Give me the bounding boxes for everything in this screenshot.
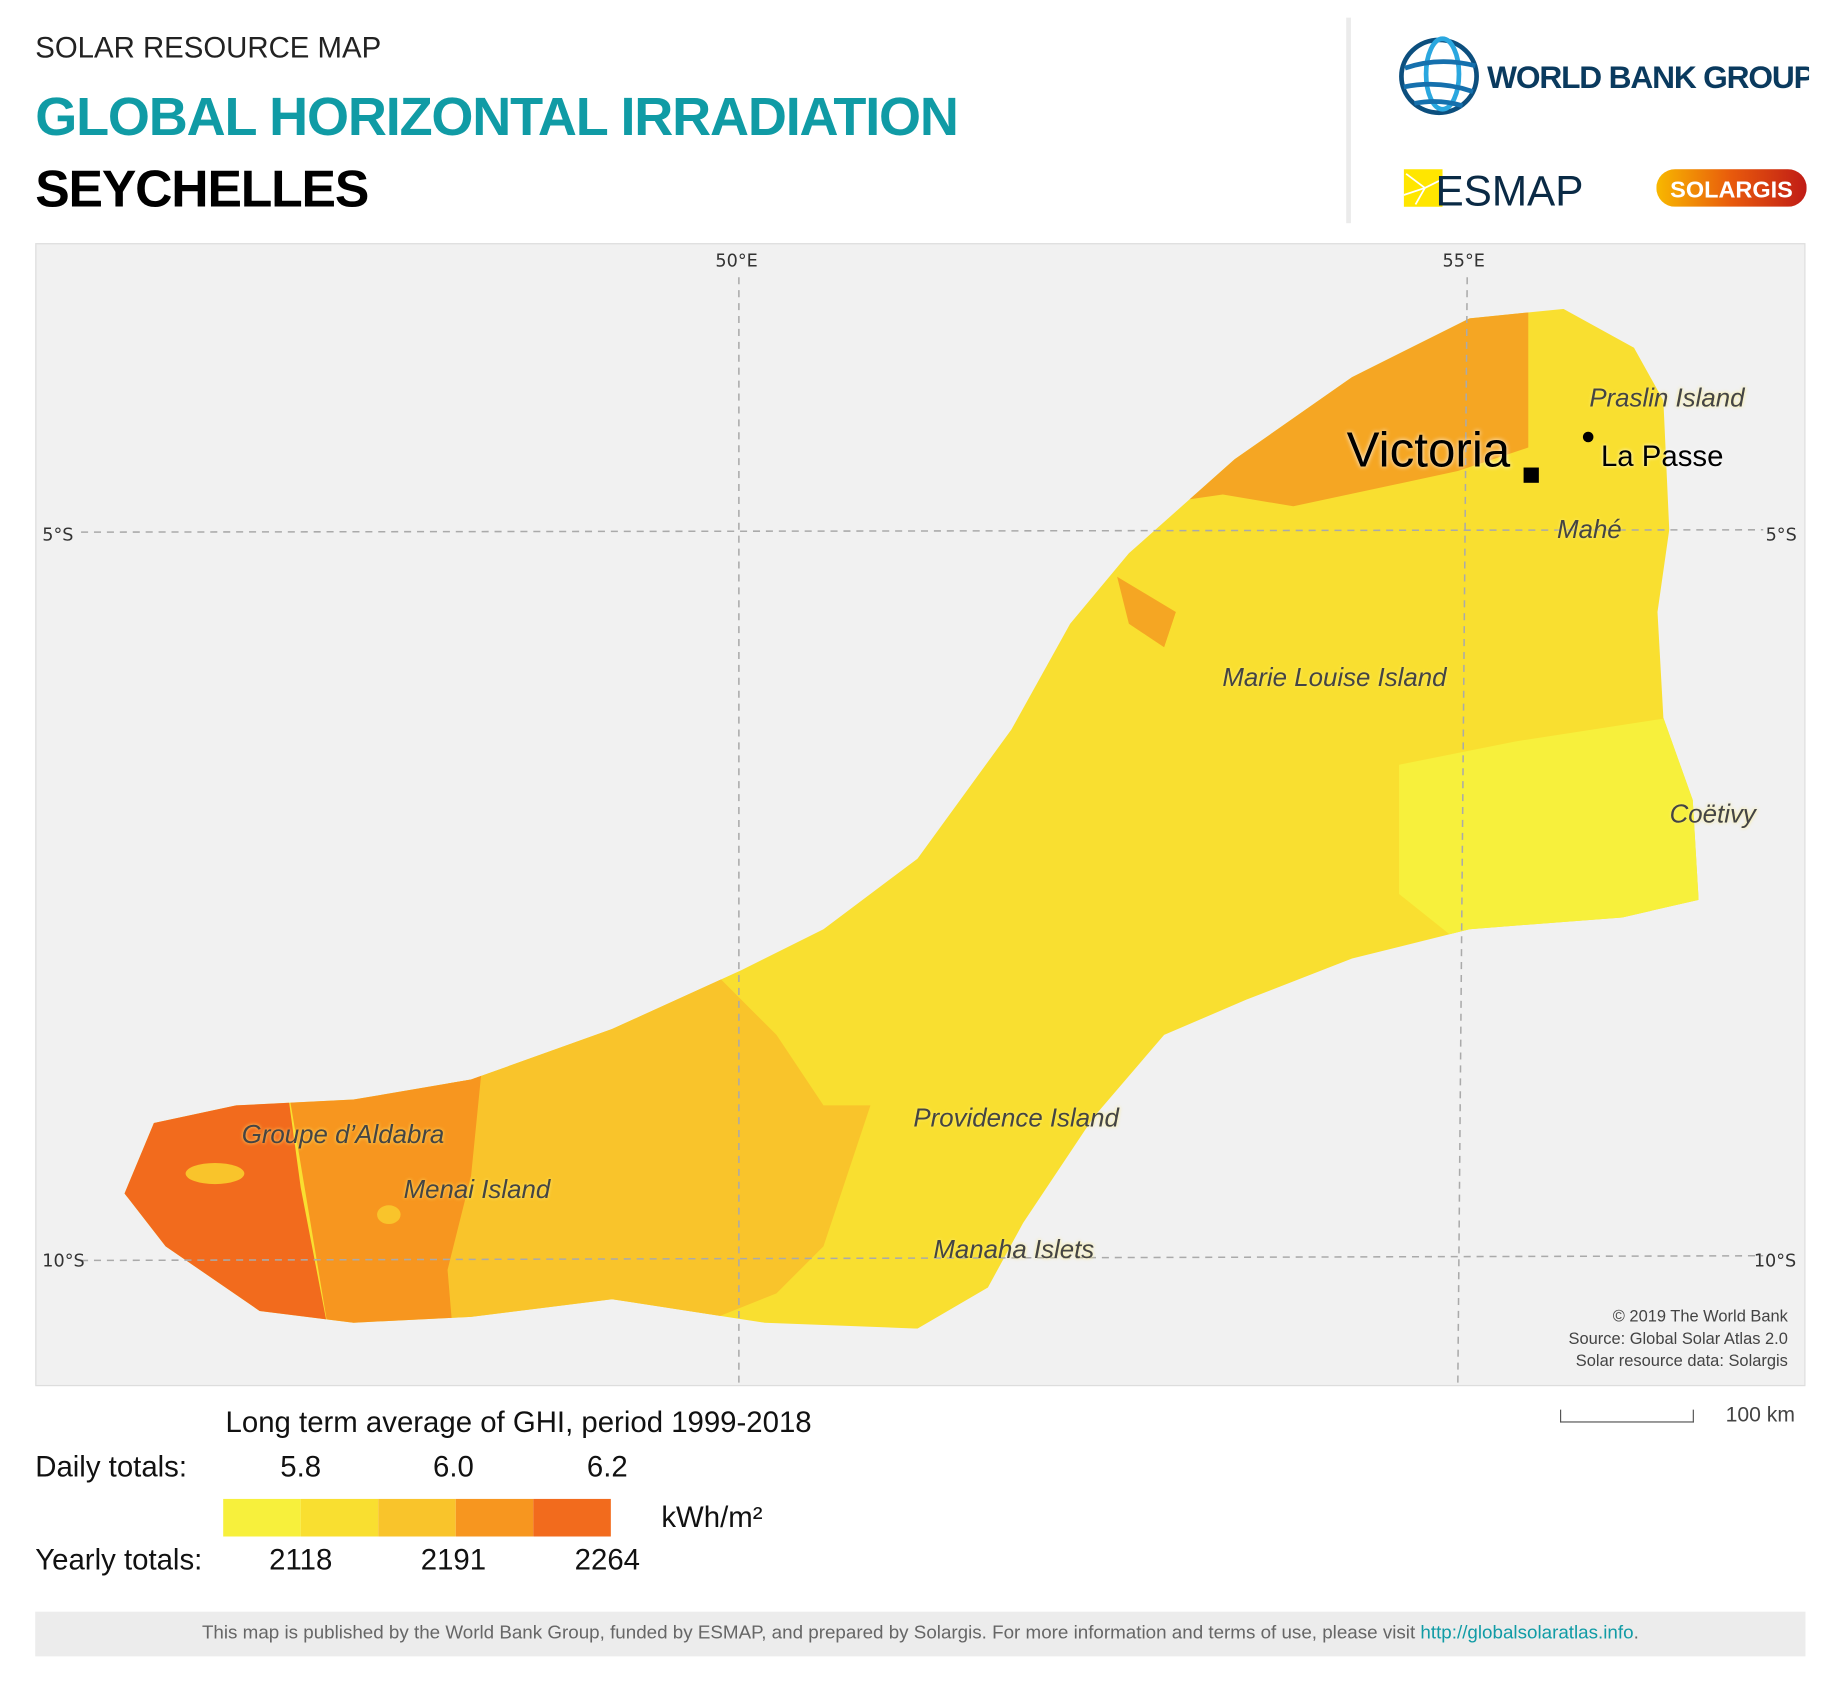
header-divider	[1346, 17, 1351, 224]
atlas-link[interactable]: http://globalsolaratlas.info	[1420, 1623, 1634, 1644]
place-la-passe: La Passe	[1600, 439, 1724, 473]
town-marker	[1582, 431, 1594, 443]
map-title: GLOBAL HORIZONTAL IRRADIATION	[35, 85, 959, 147]
daily-value: 6.2	[586, 1450, 628, 1484]
legend-color-bar	[223, 1498, 611, 1537]
scale-bar	[1560, 1409, 1694, 1423]
yearly-value: 2264	[574, 1543, 640, 1577]
place-manaha: Manaha Islets	[933, 1234, 1095, 1264]
footer-text: This map is published by the World Bank …	[201, 1623, 1421, 1644]
svg-text:SOLARGIS: SOLARGIS	[1670, 176, 1793, 202]
place-aldabra: Groupe d’Aldabra	[241, 1119, 445, 1149]
daily-totals-label: Daily totals:	[35, 1450, 188, 1484]
daily-value: 5.8	[280, 1450, 322, 1484]
legend-swatch	[533, 1498, 611, 1537]
legend-swatch	[300, 1498, 379, 1537]
grid-label-55e: 55°E	[1442, 250, 1485, 272]
attribution-data: Solar resource data: Solargis	[1575, 1350, 1788, 1370]
grid-label-5s-left: 5°S	[42, 523, 74, 546]
grid-label-10s-left: 10°S	[42, 1249, 85, 1272]
legend-unit: kWh/m²	[661, 1501, 763, 1535]
legend-swatch	[223, 1498, 301, 1537]
grid-label-10s-right: 10°S	[1753, 1249, 1797, 1272]
place-mahe: Mahé	[1557, 514, 1622, 544]
country-name: SEYCHELLES	[35, 160, 369, 219]
map-supertitle: SOLAR RESOURCE MAP	[35, 31, 382, 65]
attribution-source: Source: Global Solar Atlas 2.0	[1568, 1328, 1788, 1348]
capital-marker	[1523, 467, 1539, 483]
yearly-value: 2118	[269, 1543, 333, 1577]
svg-text:ESMAP: ESMAP	[1435, 169, 1583, 209]
ghi-raster	[124, 308, 1699, 1329]
graticule	[81, 277, 1764, 1385]
daily-value: 6.0	[433, 1450, 474, 1484]
grid-label-5s-right: 5°S	[1765, 523, 1797, 546]
place-victoria: Victoria	[1346, 421, 1511, 477]
solargis-logo: SOLARGIS	[1656, 169, 1807, 212]
place-praslin: Praslin Island	[1589, 382, 1745, 413]
legend-swatch	[378, 1498, 456, 1537]
yearly-value: 2191	[420, 1543, 487, 1577]
globe-icon: WORLD BANK GROUP	[1399, 36, 1816, 116]
footer: This map is published by the World Bank …	[35, 1611, 1806, 1657]
place-menai: Menai Island	[403, 1174, 551, 1205]
place-coetivy: Coëtivy	[1669, 798, 1756, 829]
place-marie-louise: Marie Louise Island	[1222, 662, 1447, 692]
place-providence: Providence Island	[913, 1103, 1119, 1133]
footer-end: .	[1633, 1623, 1639, 1644]
yearly-totals-label: Yearly totals:	[35, 1543, 203, 1577]
grid-label-50e: 50°E	[715, 250, 758, 272]
solar-map[interactable]: 50°E 55°E 5°S 5°S 10°S 10°S Praslin Isla…	[35, 243, 1806, 1387]
esmap-logo: ESMAP	[1403, 168, 1604, 215]
legend-title: Long term average of GHI, period 1999-20…	[225, 1406, 812, 1440]
svg-text:WORLD BANK GROUP: WORLD BANK GROUP	[1487, 59, 1809, 95]
world-bank-logo: WORLD BANK GROUP	[1398, 35, 1816, 123]
attribution-copyright: © 2019 The World Bank	[1612, 1306, 1788, 1326]
scale-label: 100 km	[1725, 1402, 1795, 1427]
legend-swatch	[455, 1498, 534, 1537]
